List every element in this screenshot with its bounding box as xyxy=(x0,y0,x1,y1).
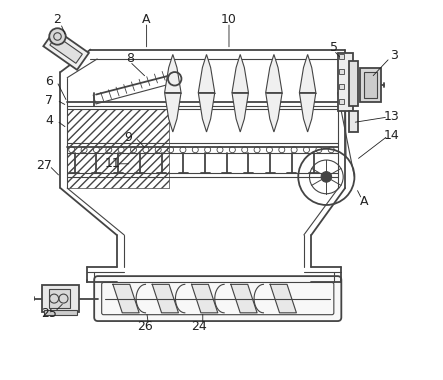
Text: 27: 27 xyxy=(36,159,51,172)
Polygon shape xyxy=(232,93,249,132)
FancyBboxPatch shape xyxy=(339,70,344,74)
Text: 9: 9 xyxy=(124,131,132,144)
Text: 3: 3 xyxy=(390,49,398,62)
FancyBboxPatch shape xyxy=(349,61,358,106)
Polygon shape xyxy=(231,284,257,313)
Polygon shape xyxy=(165,54,181,93)
Polygon shape xyxy=(198,93,215,132)
Text: 8: 8 xyxy=(126,52,134,65)
FancyBboxPatch shape xyxy=(94,276,341,321)
Text: 26: 26 xyxy=(137,320,153,333)
Polygon shape xyxy=(266,93,282,132)
Text: 14: 14 xyxy=(384,129,400,142)
Text: 4: 4 xyxy=(45,114,53,127)
Polygon shape xyxy=(198,54,215,93)
FancyBboxPatch shape xyxy=(339,100,344,104)
Polygon shape xyxy=(266,54,282,93)
Text: 7: 7 xyxy=(45,93,53,107)
Circle shape xyxy=(321,172,332,182)
FancyBboxPatch shape xyxy=(364,72,377,98)
Text: 25: 25 xyxy=(41,307,57,320)
Text: A: A xyxy=(142,13,151,26)
Polygon shape xyxy=(299,93,316,132)
FancyBboxPatch shape xyxy=(360,68,381,102)
FancyBboxPatch shape xyxy=(44,310,78,315)
FancyBboxPatch shape xyxy=(338,53,353,111)
Text: 13: 13 xyxy=(384,111,400,124)
Text: 5: 5 xyxy=(330,41,338,54)
FancyBboxPatch shape xyxy=(102,282,334,315)
Text: A: A xyxy=(360,195,368,208)
Text: 24: 24 xyxy=(191,320,207,333)
Text: 2: 2 xyxy=(53,13,61,26)
FancyBboxPatch shape xyxy=(49,289,70,308)
Polygon shape xyxy=(232,54,249,93)
Polygon shape xyxy=(50,36,82,63)
FancyBboxPatch shape xyxy=(339,84,344,89)
FancyBboxPatch shape xyxy=(349,111,358,132)
Polygon shape xyxy=(152,284,179,313)
Circle shape xyxy=(49,28,66,45)
Polygon shape xyxy=(270,284,296,313)
Polygon shape xyxy=(299,54,316,93)
Text: 6: 6 xyxy=(45,75,53,88)
Polygon shape xyxy=(113,284,139,313)
Text: 10: 10 xyxy=(221,13,237,26)
Polygon shape xyxy=(43,29,89,70)
FancyBboxPatch shape xyxy=(339,54,344,59)
Polygon shape xyxy=(191,284,218,313)
Polygon shape xyxy=(165,93,181,132)
Text: 11: 11 xyxy=(105,157,121,170)
FancyBboxPatch shape xyxy=(42,285,79,312)
